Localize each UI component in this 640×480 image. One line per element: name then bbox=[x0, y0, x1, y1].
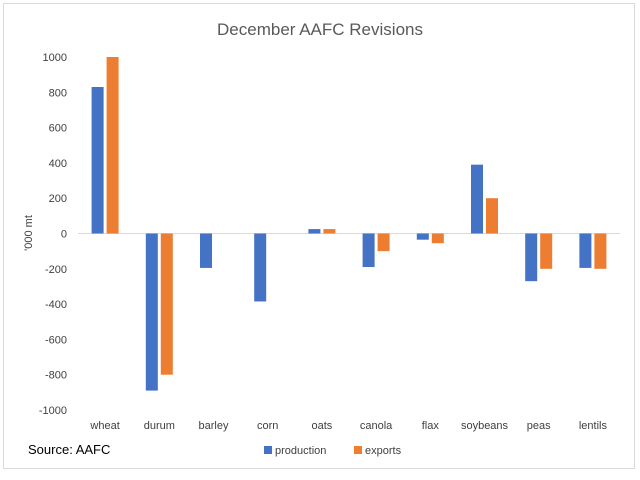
bar-production-corn bbox=[254, 233, 267, 302]
legend-swatch-exports bbox=[354, 446, 362, 454]
x-tick-label: peas bbox=[527, 420, 551, 432]
x-tick-label: barley bbox=[199, 420, 229, 432]
legend: production exports bbox=[264, 445, 402, 457]
y-tick-label: 1000 bbox=[43, 52, 67, 64]
legend-label-production: production bbox=[275, 445, 326, 457]
legend-swatch-production bbox=[264, 446, 272, 454]
y-tick-label: 400 bbox=[49, 158, 67, 170]
bar-production-lentils bbox=[579, 233, 592, 268]
bar-exports-canola bbox=[377, 233, 390, 252]
y-tick-label: -1000 bbox=[39, 405, 67, 417]
x-tick-label: corn bbox=[257, 420, 278, 432]
y-tick-label: 600 bbox=[49, 123, 67, 135]
y-tick-label: 800 bbox=[49, 87, 67, 99]
chart-title: December AAFC Revisions bbox=[217, 20, 423, 39]
source-note: Source: AAFC bbox=[28, 442, 110, 457]
x-tick-label: flax bbox=[422, 420, 440, 432]
bar-exports-flax bbox=[431, 233, 444, 244]
y-tick-label: -600 bbox=[45, 334, 67, 346]
bar-production-soybeans bbox=[471, 164, 483, 234]
bar-exports-lentils bbox=[594, 233, 607, 269]
y-axis-label: '000 mt bbox=[23, 215, 35, 251]
bar-production-flax bbox=[416, 233, 429, 240]
y-tick-label: -400 bbox=[45, 299, 67, 311]
bar-exports-oats bbox=[323, 229, 336, 234]
bar-exports-soybeans bbox=[486, 198, 498, 234]
bar-exports-durum bbox=[160, 233, 173, 375]
x-tick-label: oats bbox=[312, 420, 333, 432]
legend-label-exports: exports bbox=[365, 445, 402, 457]
y-tick-label: 200 bbox=[49, 193, 67, 205]
x-tick-label: soybeans bbox=[461, 420, 509, 432]
bar-production-wheat bbox=[91, 87, 104, 234]
y-tick-label: 0 bbox=[61, 229, 67, 241]
y-tick-label: -200 bbox=[45, 264, 67, 276]
bar-production-canola bbox=[362, 233, 375, 268]
bar-production-oats bbox=[308, 229, 321, 234]
bar-production-durum bbox=[145, 233, 158, 391]
x-tick-label: canola bbox=[360, 420, 393, 432]
bar-exports-peas bbox=[540, 233, 553, 269]
bar-production-barley bbox=[200, 233, 212, 268]
bar-production-peas bbox=[525, 233, 538, 282]
x-tick-label: wheat bbox=[89, 420, 119, 432]
x-tick-label: lentils bbox=[579, 420, 608, 432]
x-tick-label: durum bbox=[144, 420, 175, 432]
y-tick-label: -800 bbox=[45, 370, 67, 382]
bar-exports-wheat bbox=[106, 57, 119, 234]
